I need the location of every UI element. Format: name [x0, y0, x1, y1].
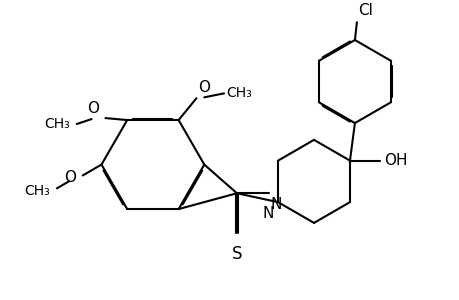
Text: CH₃: CH₃ — [24, 184, 50, 198]
Text: S: S — [231, 244, 241, 262]
Text: OH: OH — [384, 153, 407, 168]
Text: O: O — [87, 101, 99, 116]
Text: N: N — [270, 197, 281, 212]
Text: Cl: Cl — [357, 3, 372, 18]
Text: O: O — [64, 170, 76, 185]
Text: CH₃: CH₃ — [225, 86, 251, 100]
Text: O: O — [198, 80, 210, 95]
Text: CH₃: CH₃ — [44, 117, 70, 131]
Text: N: N — [262, 206, 274, 221]
